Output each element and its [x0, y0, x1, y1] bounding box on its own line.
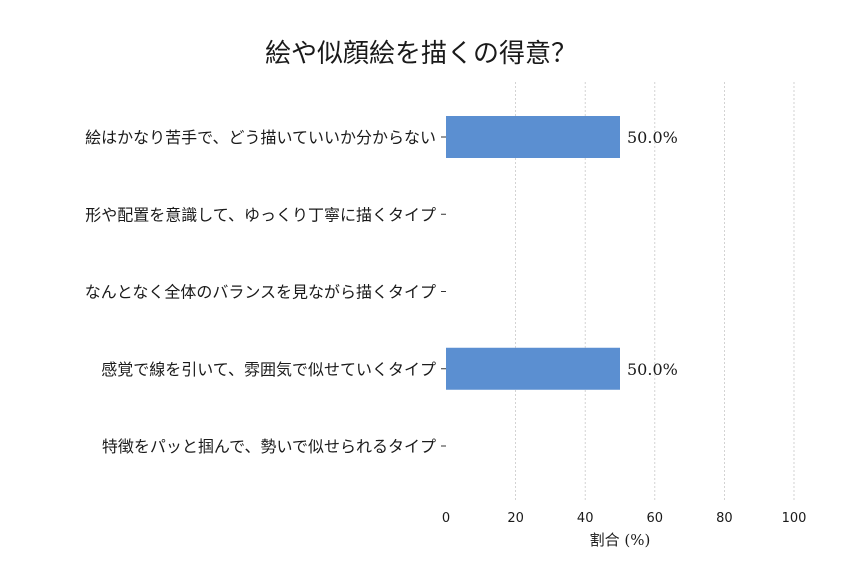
category-label: 特徴をパッと掴んで、勢いで似せられるタイプ — [102, 437, 436, 456]
category-label: なんとなく全体のバランスを見ながら描くタイプ — [85, 283, 436, 302]
chart-title: 絵や似顔絵を描くの得意？ — [265, 39, 577, 69]
bar — [446, 116, 620, 158]
data-label: 50.0% — [627, 360, 678, 379]
x-tick-label: 80 — [716, 511, 733, 526]
x-axis-label: 割合 (%) — [590, 531, 651, 549]
data-label: 50.0% — [627, 128, 678, 147]
category-label: 形や配置を意識して、ゆっくり丁寧に描くタイプ — [85, 205, 436, 224]
x-tick-label: 20 — [507, 511, 524, 526]
x-tick-label: 100 — [782, 511, 807, 526]
category-label: 絵はかなり苦手で、どう描いていいか分からない — [85, 128, 436, 147]
data-labels: 50.0% 50.0% — [627, 128, 678, 379]
x-axis-ticks: 0 20 40 60 80 100 — [442, 511, 807, 526]
x-tick-label: 60 — [647, 511, 664, 526]
category-labels: 絵はかなり苦手で、どう描いていいか分からない形や配置を意識して、ゆっくり丁寧に描… — [85, 128, 446, 456]
x-tick-label: 40 — [577, 511, 594, 526]
bar — [446, 347, 620, 390]
category-label: 感覚で線を引いて、雰囲気で似せていくタイプ — [101, 360, 436, 379]
bars — [446, 116, 620, 390]
x-tick-label: 0 — [442, 511, 450, 526]
